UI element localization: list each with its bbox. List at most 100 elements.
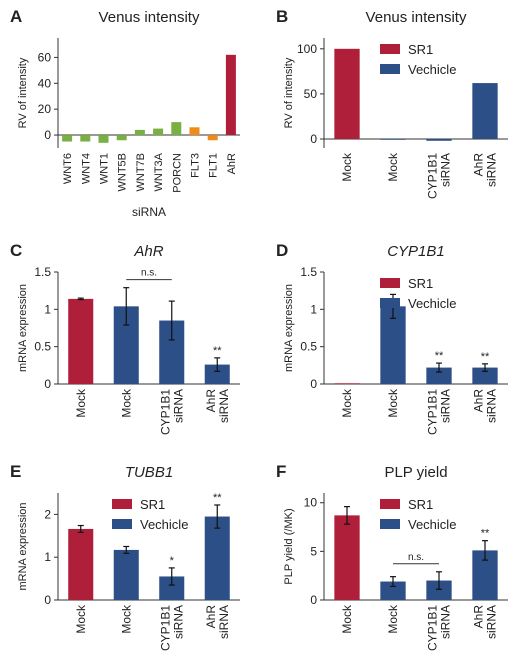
x-tick-label: Mock [74,388,88,418]
chart-title: CYP1B1 [387,243,445,260]
x-tick-label: Mock [340,604,354,634]
x-tick-label: siRNA [439,153,453,187]
x-tick-label: CYP1B1 [426,389,440,435]
bar-2 [380,138,406,140]
chart-panel-c: C AhR 0 0.5 1 1.5 mRNA expression ** n.s. Mock Moc… [10,241,240,435]
legend-swatch [380,44,400,54]
y-tick-label: 0.5 [34,340,51,354]
x-tick-label: siRNA [485,153,499,187]
bar-10 [225,54,236,136]
chart-title: PLP yield [384,464,447,481]
significance-label: ** [481,351,490,363]
chart-panel-a: A Venus intensity 0 20 40 60 RV of intensity WN… [10,7,240,219]
x-tick-label: Mock [119,388,133,418]
bar-4 [472,83,498,139]
bar-2 [380,306,406,384]
legend-swatch [380,519,400,529]
bar-7 [171,122,182,136]
bar-3 [98,135,109,143]
legend-label: SR1 [408,42,433,57]
x-tick-label: WNT7B [135,153,147,192]
x-tick-label: WNT1 [99,153,111,184]
bar-2 [113,549,139,600]
x-tick-label: Mock [74,604,88,634]
y-tick-label: 100 [297,42,317,56]
y-tick-label: 0 [310,377,317,391]
chart-panel-d: D CYP1B1 0 0.5 1 1.5 mRNA expression ** ** Mock Mo… [276,241,508,435]
x-tick-label: FLT1 [208,153,220,178]
bar-1 [334,48,360,139]
chart-title: Venus intensity [366,9,467,26]
chart-panel-f: F PLP yield 0 5 10 PLP yield (/MK) ** n.s. Mock M… [276,462,508,651]
y-tick-label: 40 [38,76,52,90]
x-tick-label: CYP1B1 [426,153,440,199]
panel-label: E [10,462,21,481]
y-tick-label: 20 [38,102,52,116]
panel-label: F [276,462,286,481]
y-axis-label: PLP yield (/MK) [283,508,295,584]
significance-label: ** [213,345,222,357]
x-tick-label: CYP1B1 [158,389,172,435]
y-tick-label: 2 [44,507,51,521]
legend-label: Vechicle [140,517,188,532]
x-tick-label: AhR [204,605,218,629]
bar-4 [472,367,498,384]
x-tick-label: Mock [386,604,400,634]
legend-label: SR1 [140,497,165,512]
chart-title: AhR [133,243,163,260]
bar-3 [426,367,452,384]
x-tick-label: Mock [340,152,354,182]
bar-1 [68,298,94,384]
y-tick-label: 1 [44,550,51,564]
panel-label: B [276,7,288,26]
x-tick-label: CYP1B1 [426,605,440,651]
y-tick-label: 0 [44,377,51,391]
chart-title: Venus intensity [99,9,200,26]
x-tick-label: WNT5B [117,153,129,192]
legend-swatch [380,298,400,308]
x-tick-label: Mock [119,604,133,634]
legend-label: Vechicle [408,296,456,311]
y-tick-label: 0 [310,593,317,607]
y-tick-label: 5 [310,544,317,558]
bar-3 [159,576,185,600]
x-tick-label: WNT3A [153,152,165,191]
x-tick-label: siRNA [171,389,185,423]
y-tick-label: 1 [310,302,317,316]
significance-label: ** [435,350,444,362]
legend-swatch [112,499,132,509]
x-tick-label: AhR [226,153,238,174]
bar-2 [380,581,406,600]
x-tick-label: siRNA [439,605,453,639]
x-tick-label: WNT4 [80,153,92,184]
x-axis-label: siRNA [132,205,166,219]
significance-label: ** [481,528,490,540]
legend-swatch [380,499,400,509]
x-tick-label: AhR [472,605,486,629]
bar-2 [80,135,91,142]
x-tick-label: siRNA [439,389,453,423]
y-axis-label: RV of intensity [17,57,29,128]
y-tick-label: 60 [38,50,52,64]
ns-label: n.s. [141,268,157,279]
bar-4 [204,364,230,384]
panel-label: C [10,241,22,260]
x-tick-label: siRNA [485,605,499,639]
x-tick-label: AhR [204,389,218,413]
y-axis-label: RV of intensity [283,57,295,128]
y-tick-label: 0.5 [300,340,317,354]
y-tick-label: 0 [44,593,51,607]
bar-4 [116,135,127,141]
bar-1 [62,135,73,142]
bar-5 [134,129,145,136]
legend-swatch [112,519,132,529]
legend-label: Vechicle [408,62,456,77]
y-tick-label: 10 [304,496,318,510]
bar-8 [189,127,200,136]
legend-label: Vechicle [408,517,456,532]
bar-1 [334,515,360,600]
panel-label: A [10,7,22,26]
